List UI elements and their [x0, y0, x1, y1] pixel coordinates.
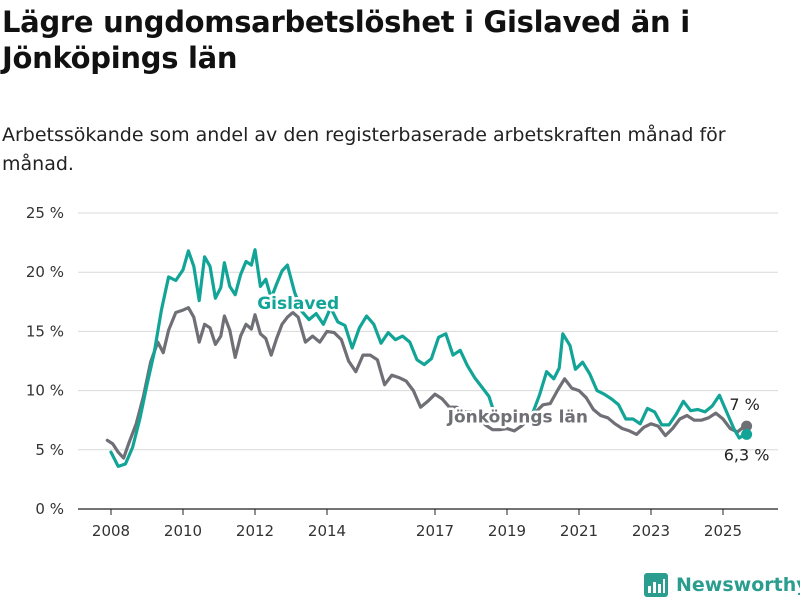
end-point-lan	[741, 420, 753, 432]
y-tick-label: 10 %	[26, 382, 64, 400]
end-point-gislaved	[741, 428, 753, 440]
x-tick-label: 2019	[488, 522, 526, 540]
y-tick-label: 0 %	[35, 500, 64, 518]
y-tick-label: 5 %	[35, 441, 64, 459]
end-value-label-gislaved: 6,3 %	[724, 445, 770, 464]
line-chart: 0 %5 %10 %15 %20 %25 % 2008 2010 2012 2014 2…	[26, 204, 778, 540]
x-tick-label: 2017	[416, 522, 454, 540]
chart-subtitle: Arbetssökande som andel av den registerb…	[2, 124, 726, 175]
end-value-label-lan: 7 %	[729, 395, 759, 414]
series-label-gislaved: Gislaved	[257, 294, 339, 314]
brand: Newsworthy	[644, 570, 800, 600]
x-tick-label: 2014	[308, 522, 346, 540]
series-line-gislaved	[109, 248, 747, 468]
y-axis-ticks: 0 % 5 % 10 % 15 % 20 % 25 %	[26, 204, 64, 518]
x-tick-label: 2021	[560, 522, 598, 540]
x-tick-label: 2008	[92, 522, 130, 540]
newsworthy-logo-icon	[644, 573, 668, 597]
series-lines: 7 % 6,3 %	[105, 248, 770, 468]
x-tick-label: 2010	[164, 522, 202, 540]
y-tick-label: 20 %	[26, 263, 64, 281]
x-tick-label: 2025	[704, 522, 742, 540]
series-line-lan	[105, 306, 747, 460]
series-labels: Gislaved Jönköpings län	[255, 291, 591, 430]
y-tick-label: 15 %	[26, 322, 64, 340]
brand-name: Newsworthy	[676, 574, 800, 596]
x-tick-label: 2023	[632, 522, 670, 540]
series-label-lan: Jönköpings län	[447, 408, 588, 428]
y-tick-label: 25 %	[26, 204, 64, 222]
x-tick-label: 2012	[236, 522, 274, 540]
x-axis: 2008 2010 2012 2014 2017 2019 2021 2023 2025	[92, 509, 742, 540]
chart-title: Lägre ungdomsarbetslöshet i Gislaved än …	[2, 5, 690, 75]
